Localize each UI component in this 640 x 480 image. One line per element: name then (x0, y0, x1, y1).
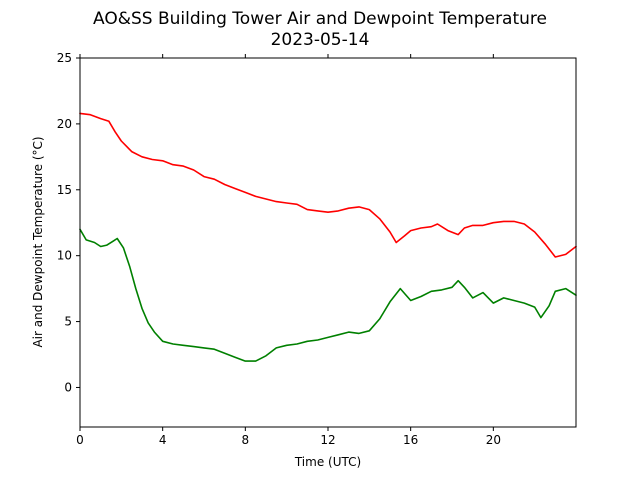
x-axis-label: Time (UTC) (294, 455, 361, 469)
y-tick-label: 10 (57, 249, 72, 263)
dewpoint-temperature-line (79, 228, 577, 362)
series-layer (79, 112, 577, 362)
x-tick-label: 4 (159, 433, 167, 447)
y-tick-label: 25 (57, 51, 72, 65)
chart-title: AO&SS Building Tower Air and Dewpoint Te… (93, 9, 547, 29)
ticks-layer: 0 4 8 12 16 20 0 5 10 15 20 25 (57, 51, 501, 447)
y-axis-label: Air and Dewpoint Temperature (°C) (31, 136, 45, 347)
air-temperature-line (79, 112, 577, 258)
x-tick-label: 0 (76, 433, 84, 447)
y-tick-label: 5 (64, 315, 72, 329)
y-tick-label: 20 (57, 117, 72, 131)
x-tick-label: 20 (486, 433, 501, 447)
y-tick-label: 15 (57, 183, 72, 197)
x-tick-label: 16 (403, 433, 418, 447)
x-tick-label: 12 (320, 433, 335, 447)
plot-frame (79, 57, 577, 428)
x-tick-label: 8 (242, 433, 250, 447)
chart-subtitle: 2023-05-14 (271, 30, 370, 50)
y-tick-label: 0 (64, 380, 72, 394)
